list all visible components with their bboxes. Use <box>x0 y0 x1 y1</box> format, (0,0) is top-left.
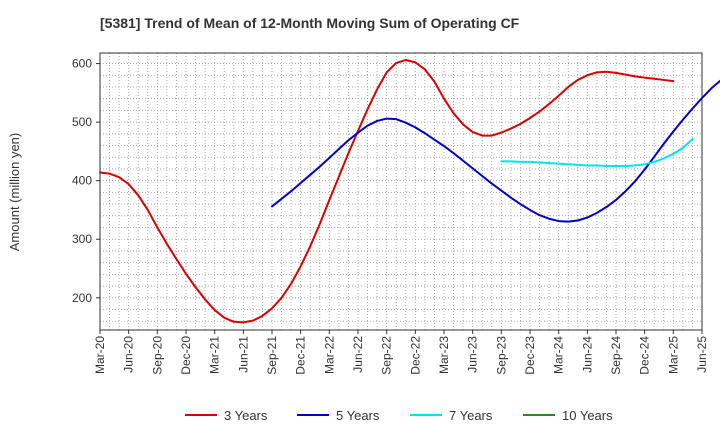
x-tick-label: Dec-20 <box>179 336 193 375</box>
x-tick-label: Jun-23 <box>466 336 480 373</box>
legend-label: 5 Years <box>336 408 380 423</box>
legend-label: 3 Years <box>224 408 268 423</box>
chart-title: [5381] Trend of Mean of 12-Month Moving … <box>100 15 520 31</box>
y-tick-label: 500 <box>72 115 92 129</box>
series-lines <box>99 59 720 324</box>
x-tick-label: Jun-20 <box>122 336 136 373</box>
x-tick-label: Jun-21 <box>236 336 250 373</box>
x-tick-label: Sep-22 <box>380 336 394 375</box>
x-tick-label: Mar-23 <box>437 336 451 374</box>
grid <box>100 53 702 330</box>
series-line-3-years <box>99 59 675 324</box>
x-tick-label: Sep-23 <box>494 336 508 375</box>
x-tick-label: Dec-22 <box>408 336 422 375</box>
x-tick-label: Dec-21 <box>294 336 308 375</box>
y-axis-label: Amount (million yen) <box>7 133 22 252</box>
plot-area-border <box>99 52 703 331</box>
x-tick-label: Jun-24 <box>580 336 594 373</box>
x-tick-label: Mar-21 <box>208 336 222 374</box>
x-axis: Mar-20 Jun-20 Sep-20 Dec-20 Mar-21 Jun-21 Sep-… <box>93 330 709 375</box>
legend-label: 10 Years <box>562 408 613 423</box>
legend-label: 7 Years <box>449 408 493 423</box>
y-tick-label: 300 <box>72 232 92 246</box>
y-axis: 200 300 400 500 600 <box>72 57 100 305</box>
series-line-5-years <box>271 79 720 223</box>
x-tick-label: Jun-25 <box>695 336 709 373</box>
x-tick-label: Jun-22 <box>351 336 365 373</box>
x-tick-label: Mar-25 <box>666 336 680 374</box>
x-tick-label: Mar-20 <box>93 336 107 374</box>
y-tick-label: 200 <box>72 291 92 305</box>
x-tick-label: Sep-20 <box>150 336 164 375</box>
legend: 3 Years 5 Years 7 Years 10 Years <box>185 408 613 423</box>
y-tick-label: 600 <box>72 57 92 71</box>
series-line-7-years <box>500 138 694 168</box>
y-tick-label: 400 <box>72 174 92 188</box>
x-tick-label: Dec-24 <box>638 336 652 375</box>
x-tick-label: Mar-22 <box>322 336 336 374</box>
x-tick-label: Sep-21 <box>265 336 279 375</box>
x-tick-label: Sep-24 <box>609 336 623 375</box>
x-tick-label: Mar-24 <box>552 336 566 374</box>
x-tick-label: Dec-23 <box>523 336 537 375</box>
